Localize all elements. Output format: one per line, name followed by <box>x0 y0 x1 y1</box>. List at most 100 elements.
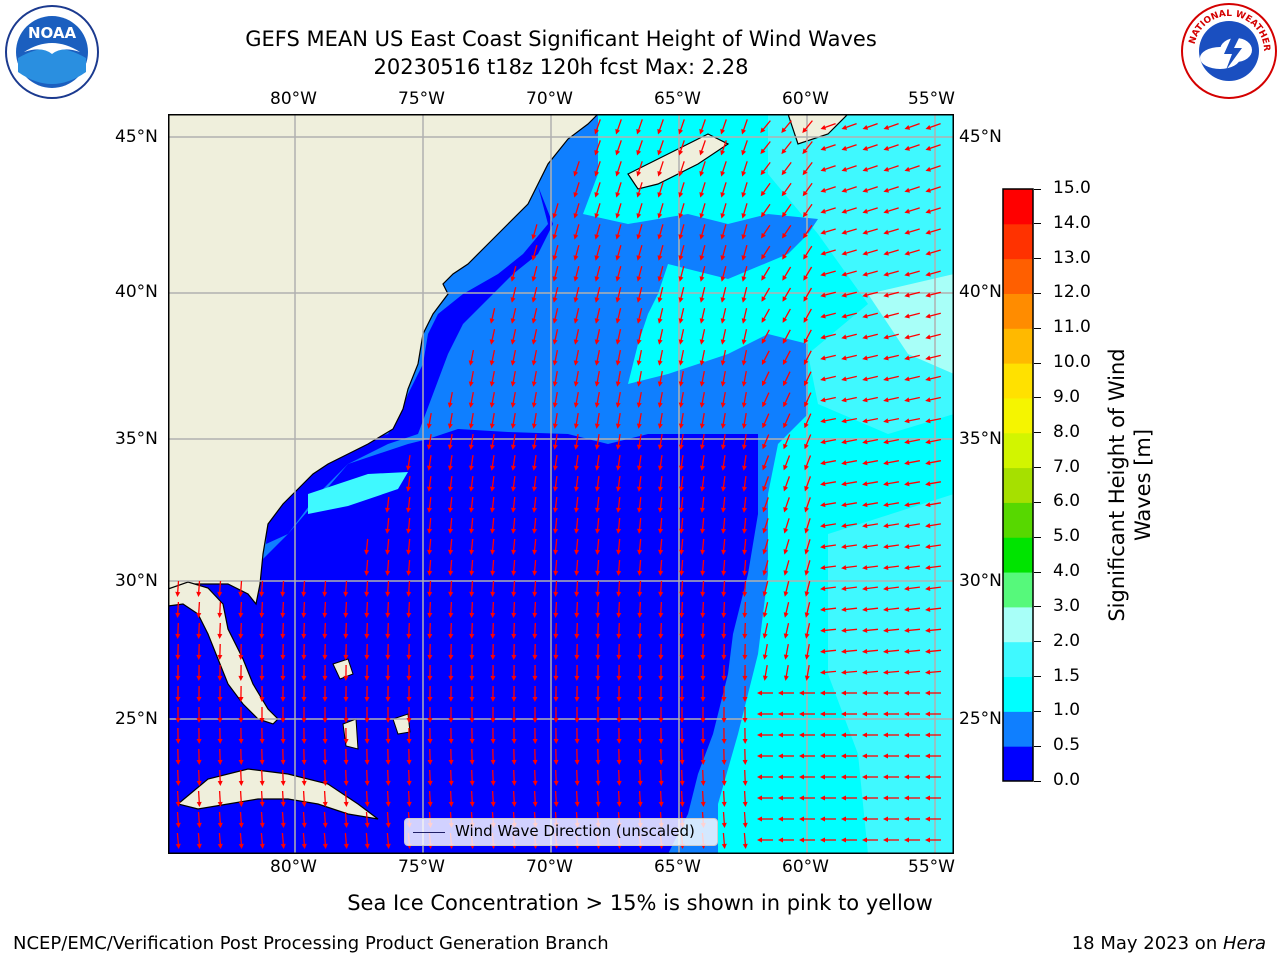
wave-direction-arrowhead <box>862 355 868 361</box>
wave-direction-arrowhead <box>406 739 412 744</box>
wave-direction-arrowhead <box>490 465 495 471</box>
wave-direction-arrowhead <box>741 234 747 240</box>
wave-direction-arrowhead <box>658 759 664 765</box>
wave-direction-arrowhead <box>742 528 748 534</box>
wave-direction-arrowhead <box>925 376 931 382</box>
wave-direction-arrowhead <box>925 313 931 319</box>
wave-direction-arrowhead <box>469 570 475 576</box>
wave-direction-arrowhead <box>678 150 684 156</box>
wave-direction-arrowhead <box>553 654 559 660</box>
wave-direction-arrowhead <box>615 276 621 282</box>
wave-direction-arrowhead <box>803 359 809 365</box>
wave-direction-arrowhead <box>385 570 391 576</box>
wave-direction-arrowhead <box>469 591 475 597</box>
wave-direction-arrowhead <box>700 697 706 702</box>
wave-direction-arrowhead <box>841 523 847 529</box>
wave-direction-arrowhead <box>720 444 726 450</box>
wave-direction-arrowhead <box>511 612 517 618</box>
wave-direction-arrowhead <box>678 171 684 177</box>
wave-direction-arrowhead <box>532 507 537 513</box>
wave-direction-arrowhead <box>679 801 685 807</box>
wave-direction-arrowhead <box>742 549 748 555</box>
wave-direction-arrowhead <box>343 591 349 597</box>
wave-direction-arrowhead <box>280 739 286 744</box>
wave-direction-arrowhead <box>217 780 223 786</box>
wave-direction-arrowhead <box>427 654 433 660</box>
wave-direction-arrowhead <box>862 418 868 424</box>
wave-direction-arrowhead <box>799 753 804 759</box>
wave-direction-arrowhead <box>760 211 766 218</box>
wave-direction-arrowhead <box>820 334 826 340</box>
wave-direction-arrowhead <box>699 192 705 198</box>
wave-direction-arrowhead <box>637 759 643 765</box>
wave-direction-arrowhead <box>385 612 391 618</box>
wave-direction-arrowhead <box>448 780 454 786</box>
colorbar-tick-mark <box>1034 606 1041 608</box>
wave-direction-arrowhead <box>364 591 370 597</box>
nws-logo: NATIONAL WEATHER SERVICE <box>1180 2 1277 99</box>
wave-direction-arrowhead <box>301 675 307 681</box>
wave-direction-arrowhead <box>490 654 496 660</box>
wave-direction-arrowhead <box>862 627 868 633</box>
wave-direction-arrowhead <box>468 423 474 429</box>
wave-direction-arrowhead <box>757 774 762 780</box>
wave-direction-arrowhead <box>594 297 600 303</box>
wave-direction-arrowhead <box>742 465 747 471</box>
wave-direction-arrowhead <box>489 444 495 450</box>
wave-direction-arrowhead <box>322 759 328 765</box>
wave-direction-arrowhead <box>820 187 826 193</box>
wave-direction-arrowhead <box>531 255 537 261</box>
wave-direction-arrowhead <box>841 271 847 277</box>
wave-direction-arrowhead <box>742 654 748 660</box>
wave-direction-arrowhead <box>804 528 810 534</box>
colorbar-swatch <box>1003 293 1033 329</box>
colorbar-swatch <box>1003 467 1033 503</box>
wave-direction-arrowhead <box>301 780 307 786</box>
wave-direction-arrowhead <box>322 843 328 849</box>
wave-direction-arrowhead <box>511 591 517 597</box>
wave-direction-arrowhead <box>573 255 579 261</box>
wave-direction-arrowhead <box>490 612 496 618</box>
wave-direction-arrowhead <box>196 780 202 786</box>
wave-direction-arrowhead <box>175 843 181 849</box>
wave-direction-arrowhead <box>364 739 370 744</box>
wave-direction-arrowhead <box>862 145 868 151</box>
wave-direction-arrowhead <box>904 418 910 424</box>
wave-direction-arrowhead <box>637 507 642 513</box>
lat-label-left-25n: 25°N <box>115 709 158 729</box>
wave-direction-arrowhead <box>742 697 748 702</box>
wave-direction-arrowhead <box>904 145 910 151</box>
wave-direction-arrowhead <box>804 675 810 681</box>
wave-direction-arrowhead <box>238 633 244 639</box>
wave-direction-arrowhead <box>448 718 454 723</box>
colorbar-swatch <box>1003 432 1033 469</box>
wave-direction-arrowhead <box>925 690 930 696</box>
wave-direction-arrowhead <box>448 507 453 513</box>
wave-direction-arrowhead <box>904 523 910 529</box>
lon-label-top-80w: 80°W <box>270 89 317 109</box>
wave-direction-arrowhead <box>490 633 496 639</box>
wave-direction-arrowhead <box>448 759 454 765</box>
colorbar-tick-label: 2.0 <box>1053 630 1081 651</box>
wave-direction-arrowhead <box>741 360 747 366</box>
wave-direction-arrowhead <box>406 675 412 681</box>
wave-direction-arrowhead <box>532 801 538 807</box>
wave-direction-arrowhead <box>595 697 601 702</box>
wave-direction-arrowhead <box>721 697 727 702</box>
wave-direction-arrowhead <box>636 171 642 177</box>
wave-direction-arrowhead <box>259 822 265 828</box>
wave-direction-arrowhead <box>616 718 622 723</box>
wave-direction-arrowhead <box>301 654 307 660</box>
lon-label-bottom-65w: 65°W <box>654 857 701 877</box>
wave-direction-arrowhead <box>700 507 705 513</box>
wave-direction-arrowhead <box>553 780 559 786</box>
wave-direction-arrowhead <box>343 675 349 681</box>
wave-direction-arrowhead <box>741 402 747 408</box>
wave-direction-arrowhead <box>448 697 454 702</box>
colorbar-swatch <box>1003 397 1033 434</box>
wave-direction-arrowhead <box>720 339 726 345</box>
wave-direction-arrowhead <box>782 338 788 344</box>
wave-direction-arrowhead <box>742 675 748 681</box>
wave-direction-arrowhead <box>904 648 910 654</box>
colorbar-tick-label: 7.0 <box>1053 456 1081 477</box>
